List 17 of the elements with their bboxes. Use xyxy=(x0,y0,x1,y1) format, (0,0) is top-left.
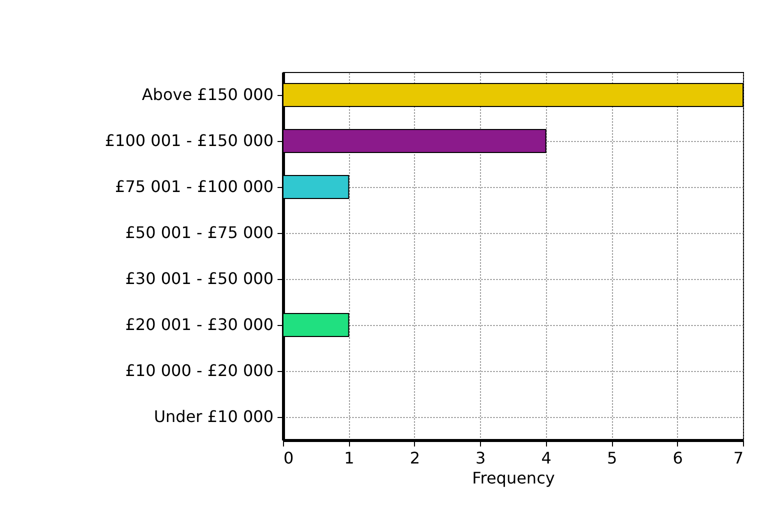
x-tick-label: 6 xyxy=(672,448,683,468)
x-tick-label: 5 xyxy=(606,448,618,468)
x-axis-title: Frequency xyxy=(472,468,555,488)
x-tick-label: 1 xyxy=(344,448,354,468)
y-tick-label: Under £10 000 xyxy=(154,407,274,426)
x-tick-label: 3 xyxy=(476,448,486,468)
x-tick-label: 4 xyxy=(541,448,552,468)
y-tick-label: £50 001 - £75 000 xyxy=(125,223,274,242)
y-tick-label: £10 000 - £20 000 xyxy=(125,361,274,380)
y-tick-label: Above £150 000 xyxy=(142,85,274,104)
y-tick-label: £20 001 - £30 000 xyxy=(125,315,274,334)
x-tick-label: 0 xyxy=(284,448,294,468)
y-tick-label: £100 001 - £150 000 xyxy=(104,131,274,150)
y-tick-label: £30 001 - £50 000 xyxy=(125,269,274,288)
x-tick-label: 2 xyxy=(410,448,420,468)
x-tick-label: 7 xyxy=(733,448,744,468)
y-tick-label: £75 001 - £100 000 xyxy=(115,177,274,196)
